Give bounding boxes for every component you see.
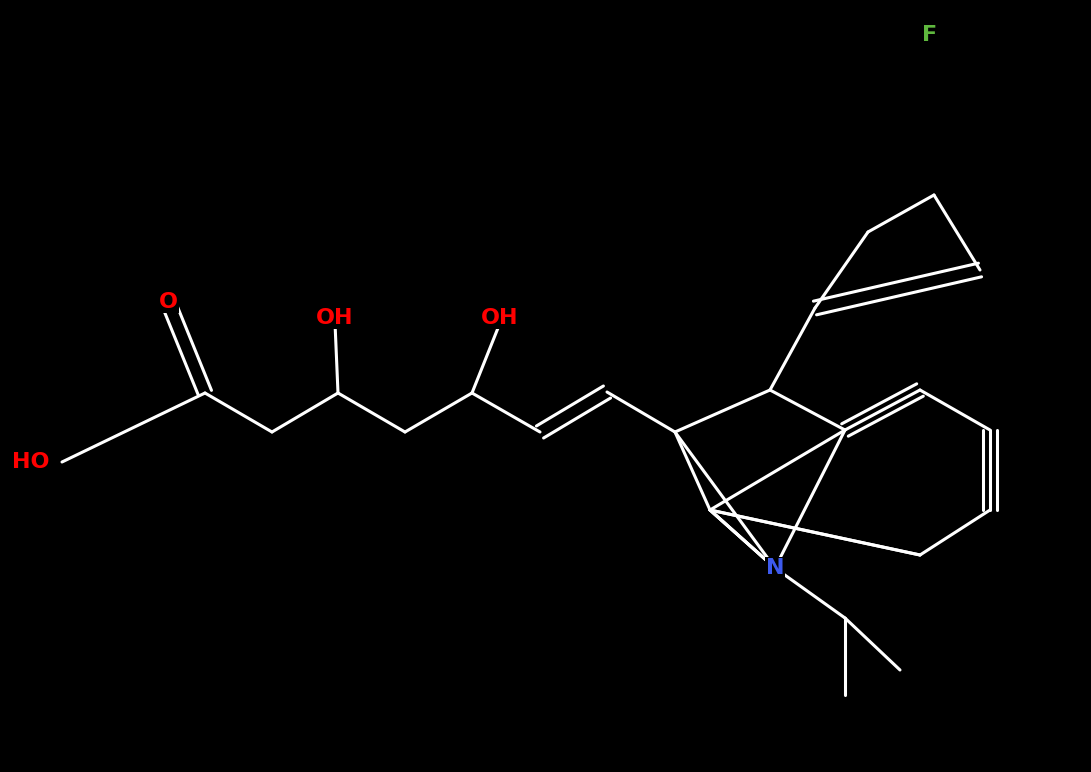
Text: F: F (922, 25, 937, 45)
Text: OH: OH (316, 308, 353, 328)
Text: OH: OH (481, 308, 518, 328)
Text: HO: HO (12, 452, 50, 472)
Text: N: N (766, 558, 784, 578)
Text: O: O (158, 292, 178, 312)
